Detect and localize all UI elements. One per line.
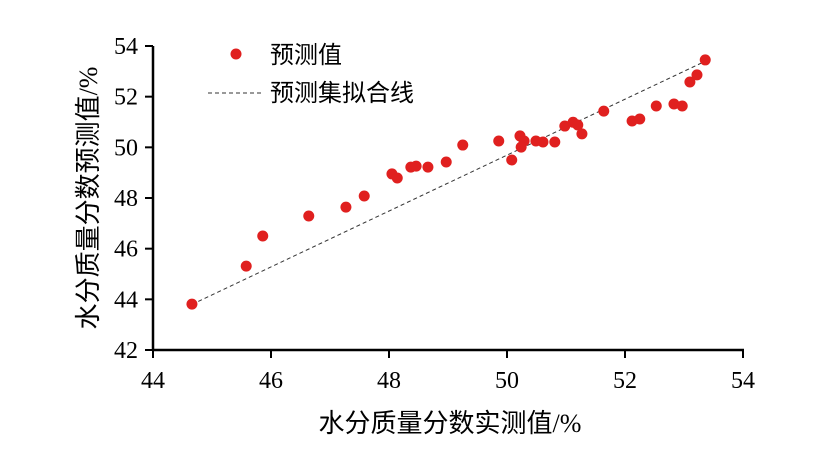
data-point — [634, 113, 646, 125]
y-tick-label: 48 — [114, 186, 138, 212]
data-point — [340, 201, 352, 213]
data-point — [391, 172, 403, 184]
data-point — [598, 105, 610, 117]
data-point — [537, 136, 549, 148]
data-point — [457, 139, 469, 151]
data-point — [303, 210, 315, 222]
data-point — [240, 260, 252, 272]
legend: 预测值 预测集拟合线 — [208, 42, 414, 107]
x-tick-label: 52 — [613, 368, 637, 394]
x-tick-label: 48 — [377, 368, 401, 394]
y-tick-label: 46 — [114, 237, 138, 263]
y-tick-label: 54 — [114, 34, 138, 60]
data-point — [440, 156, 452, 168]
y-tick-label: 44 — [114, 287, 138, 313]
data-point — [186, 298, 198, 310]
data-point — [559, 120, 571, 132]
y-axis-label: 水分质量分数预测值/% — [74, 67, 103, 330]
fit-line — [191, 60, 706, 305]
data-point — [515, 141, 527, 153]
y-tick-label: 42 — [114, 338, 138, 364]
x-tick-label: 46 — [259, 368, 283, 394]
y-tick-label: 52 — [114, 85, 138, 111]
data-point — [549, 136, 561, 148]
data-point — [699, 54, 711, 66]
data-point — [676, 100, 688, 112]
data-point — [257, 230, 269, 242]
x-tick-label: 44 — [141, 368, 165, 394]
data-point — [506, 154, 518, 166]
legend-label-scatter: 预测值 — [270, 42, 342, 69]
data-point — [493, 135, 505, 147]
legend-label-line: 预测集拟合线 — [270, 80, 414, 107]
data-point — [422, 161, 434, 173]
x-tick-label: 50 — [495, 368, 519, 394]
data-point — [358, 190, 370, 202]
legend-marker-scatter — [230, 48, 242, 60]
data-point — [572, 119, 584, 131]
data-point — [668, 98, 680, 110]
y-tick-label: 50 — [114, 135, 138, 161]
data-point — [684, 76, 696, 88]
x-tick-label: 54 — [731, 368, 755, 394]
data-point — [410, 160, 422, 172]
data-point — [650, 100, 662, 112]
data-point — [691, 69, 703, 81]
data-point — [576, 128, 588, 140]
x-axis-label: 水分质量分数实测值/% — [319, 409, 582, 438]
